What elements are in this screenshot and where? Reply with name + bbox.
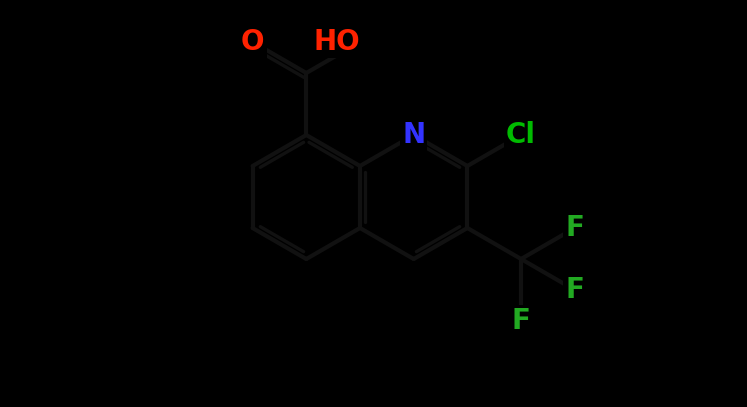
Text: F: F (565, 276, 584, 304)
Text: HO: HO (314, 28, 360, 56)
Text: N: N (402, 121, 425, 149)
Text: F: F (512, 307, 530, 335)
Text: O: O (241, 28, 264, 56)
Text: Cl: Cl (506, 121, 536, 149)
Text: F: F (565, 214, 584, 242)
